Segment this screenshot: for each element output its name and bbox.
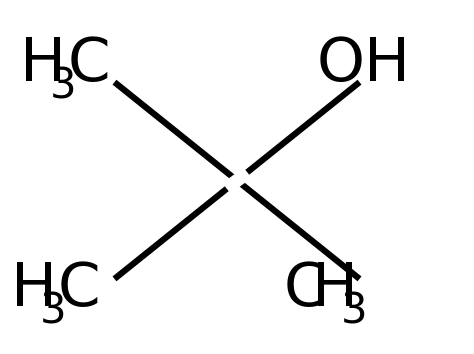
Text: H: H bbox=[11, 260, 57, 319]
Text: 3: 3 bbox=[40, 290, 67, 332]
Text: C: C bbox=[58, 260, 100, 319]
Text: 3: 3 bbox=[341, 290, 367, 332]
Text: H: H bbox=[20, 35, 66, 94]
Text: H: H bbox=[312, 260, 358, 319]
Text: OH: OH bbox=[317, 35, 411, 94]
Text: C: C bbox=[284, 260, 327, 319]
Text: 3: 3 bbox=[49, 65, 76, 107]
Text: C: C bbox=[67, 35, 110, 94]
